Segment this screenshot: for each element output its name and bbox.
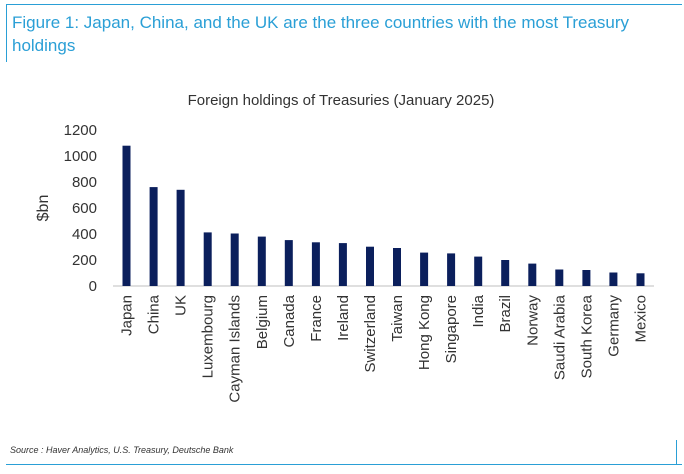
bar-south-korea (582, 270, 591, 286)
x-tick-label: Switzerland (362, 295, 379, 373)
y-tick-label: 200 (72, 252, 97, 269)
bar-uk (176, 189, 185, 286)
bar-belgium (257, 236, 266, 286)
frame-left-border (6, 4, 7, 62)
x-tick-label: Singapore (443, 295, 460, 363)
x-tick-label: Belgium (254, 295, 271, 349)
x-tick-label: Mexico (633, 295, 650, 343)
x-tick-label: UK (173, 295, 190, 316)
x-tick-label: India (470, 294, 487, 327)
y-tick-label: 400 (72, 226, 97, 243)
bar-brazil (501, 260, 510, 286)
bar-china (149, 187, 158, 286)
x-tick-label: Norway (524, 295, 541, 346)
y-tick-label: 800 (72, 174, 97, 191)
x-tick-labels: Japan China UK Luxembourg Cayman Islands Belg… (119, 294, 650, 402)
bar-france (311, 242, 320, 286)
bar-germany (609, 272, 618, 286)
frame-right-tick (676, 440, 677, 464)
y-tick-label: 1200 (64, 122, 97, 139)
x-tick-label: Saudi Arabia (551, 294, 568, 380)
x-tick-label: Germany (605, 295, 622, 357)
x-tick-label: France (308, 295, 325, 342)
bar-india (474, 256, 483, 286)
x-tick-label: Ireland (335, 295, 352, 341)
bar-cayman-islands (230, 233, 239, 286)
bar-luxembourg (203, 232, 212, 286)
y-tick-label: 0 (89, 278, 97, 295)
y-axis-label: $bn (35, 195, 52, 222)
x-tick-label: Taiwan (389, 295, 406, 342)
bars (122, 145, 645, 286)
x-tick-label: Canada (281, 294, 298, 347)
bar-taiwan (393, 248, 401, 286)
figure-title: Figure 1: Japan, China, and the UK are t… (12, 13, 630, 55)
source-note: Source : Haver Analytics, U.S. Treasury,… (10, 445, 234, 455)
x-tick-label: Cayman Islands (227, 295, 244, 403)
x-tick-label: China (146, 294, 163, 334)
frame-bottom-border (6, 464, 682, 465)
bar-norway (528, 263, 537, 286)
bar-ireland (338, 243, 347, 286)
chart-title: Foreign holdings of Treasuries (January … (188, 92, 495, 109)
bar-switzerland (366, 246, 374, 286)
bar-singapore (447, 253, 456, 286)
frame-top-border (6, 4, 682, 5)
x-tick-label: Brazil (497, 295, 514, 333)
x-tick-label: Japan (119, 295, 136, 336)
bar-japan (122, 145, 131, 286)
bar-saudi-arabia (555, 269, 564, 286)
bar-canada (284, 240, 293, 286)
x-tick-label: South Korea (578, 294, 595, 378)
y-tick-labels: 0 200 400 600 800 1000 1200 (64, 122, 97, 295)
bar-hong-kong (420, 252, 429, 286)
y-tick-label: 1000 (64, 148, 97, 165)
bar-mexico (636, 273, 645, 286)
x-tick-label: Hong Kong (416, 295, 433, 370)
x-tick-label: Luxembourg (200, 295, 217, 378)
y-tick-label: 600 (72, 200, 97, 217)
